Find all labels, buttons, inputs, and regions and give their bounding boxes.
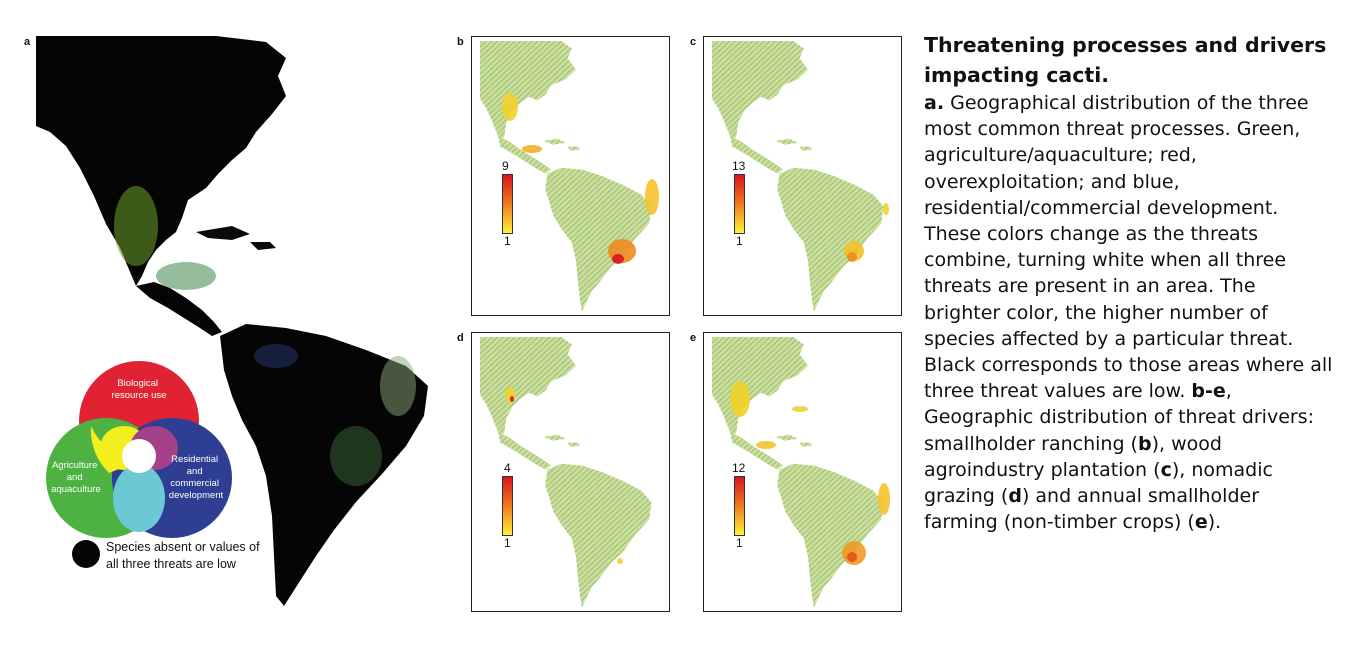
caption-text-4: ). [1207,511,1222,534]
venn-top-label: Biological resource use [112,378,167,401]
panel-e-letter: e [690,332,697,344]
venn-left-label: Agriculture and aquaculture [51,460,101,495]
caption-text-2: ), nomadic grazing ( [924,458,1273,508]
caption-be-text: , Geographic distribution of threat driv… [924,380,1314,455]
color-scale-bar [502,174,513,234]
color-scale-bar [734,174,745,234]
panel-e-map: 12 1 [703,332,902,612]
caption-a-label: a. [924,92,945,114]
figure-caption: Threatening processes and drivers impact… [924,30,1334,535]
panel-b-letter: b [457,36,464,48]
legend-text: Species absent or values of all three th… [106,540,263,571]
legend-black-dot [72,540,100,568]
panel-c-letter: c [690,36,697,48]
scale-min-label: 1 [736,234,743,248]
caption-text-1: ), wood agroindustry plantation ( [924,432,1222,481]
scale-max-label: 9 [502,159,509,173]
caption-ref-b: b [1137,432,1152,455]
panel-a-map: Biological resource use Agriculture and … [36,36,439,612]
caption-a-text: Geographical distribution of the three m… [924,92,1333,403]
panel-a-letter: a [24,36,31,48]
caption-ref-e: e [1194,511,1208,534]
caption-body: a. Geographical distribution of the thre… [924,90,1334,535]
venn-diagram: Biological resource use Agriculture and … [46,361,232,538]
scale-min-label: 1 [504,536,511,550]
caption-ref-c: c [1160,458,1172,481]
caption-be-label: b-e [1191,380,1226,403]
panel-b-map: 9 1 [471,36,670,316]
panel-c-map: 13 1 [703,36,902,316]
caption-ref-d: d [1008,485,1022,508]
scale-max-label: 4 [504,461,511,475]
panel-d-map: 4 1 [471,332,670,612]
scale-max-label: 12 [732,461,746,475]
americas-threat-map: Biological resource use Agriculture and … [36,36,439,612]
caption-text-3: ) and annual smallholder farming (non-ti… [924,485,1260,534]
color-scale-bar [502,476,513,536]
scale-min-label: 1 [736,536,743,550]
scale-min-label: 1 [504,234,511,248]
scale-max-label: 13 [732,159,746,173]
venn-right-label: Residential and commercial development [169,454,224,501]
color-scale-bar [734,476,745,536]
caption-title: Threatening processes and drivers impact… [924,33,1327,87]
panel-d-letter: d [457,332,464,344]
